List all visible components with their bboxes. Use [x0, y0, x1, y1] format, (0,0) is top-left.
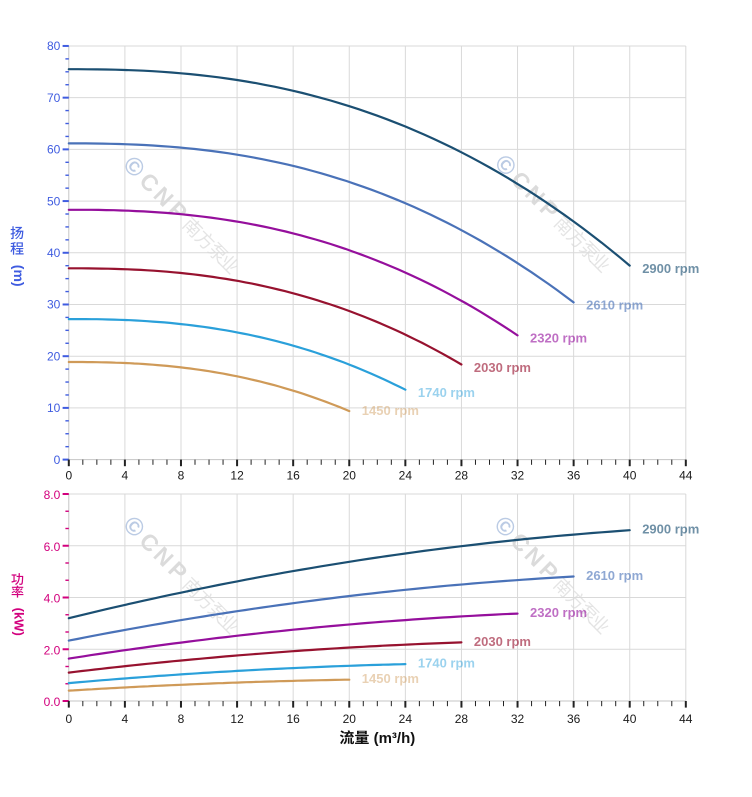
svg-text:28: 28: [455, 469, 469, 483]
svg-text:(kW): (kW): [12, 608, 27, 636]
svg-text:12: 12: [230, 712, 244, 726]
svg-text:44: 44: [679, 469, 693, 483]
svg-text:24: 24: [399, 469, 413, 483]
svg-text:6.0: 6.0: [44, 540, 61, 554]
svg-text:2.0: 2.0: [44, 643, 61, 657]
svg-text:4.0: 4.0: [44, 592, 61, 606]
svg-text:60: 60: [47, 143, 61, 157]
svg-text:30: 30: [47, 298, 61, 312]
svg-text:20: 20: [47, 349, 61, 363]
svg-text:8: 8: [178, 712, 185, 726]
svg-text:1740 rpm: 1740 rpm: [418, 385, 475, 400]
svg-text:36: 36: [567, 469, 581, 483]
svg-text:44: 44: [679, 712, 693, 726]
svg-text:4: 4: [122, 469, 129, 483]
svg-text:16: 16: [286, 712, 300, 726]
svg-text:24: 24: [399, 712, 413, 726]
svg-text:12: 12: [230, 469, 244, 483]
svg-text:36: 36: [567, 712, 581, 726]
svg-text:16: 16: [286, 469, 300, 483]
svg-text:0: 0: [65, 469, 72, 483]
svg-text:32: 32: [511, 469, 525, 483]
svg-text:1450 rpm: 1450 rpm: [362, 403, 419, 418]
svg-text:4: 4: [122, 712, 129, 726]
svg-text:2610 rpm: 2610 rpm: [586, 298, 643, 313]
svg-text:(m³/h): (m³/h): [374, 730, 416, 747]
svg-text:32: 32: [511, 712, 525, 726]
svg-text:0.0: 0.0: [44, 695, 61, 709]
svg-text:1740 rpm: 1740 rpm: [418, 656, 475, 671]
svg-text:40: 40: [623, 469, 637, 483]
svg-text:2030 rpm: 2030 rpm: [474, 634, 531, 649]
svg-text:2610 rpm: 2610 rpm: [586, 568, 643, 583]
svg-text:50: 50: [47, 194, 61, 208]
svg-text:8.0: 8.0: [44, 488, 61, 502]
svg-text:8: 8: [178, 469, 185, 483]
svg-text:1450 rpm: 1450 rpm: [362, 671, 419, 686]
svg-text:0: 0: [65, 712, 72, 726]
svg-text:20: 20: [343, 469, 357, 483]
svg-text:(m): (m): [11, 265, 27, 287]
svg-text:40: 40: [623, 712, 637, 726]
svg-text:2900 rpm: 2900 rpm: [642, 261, 699, 276]
svg-text:10: 10: [47, 401, 61, 415]
svg-text:2320 rpm: 2320 rpm: [530, 605, 587, 620]
svg-text:2030 rpm: 2030 rpm: [474, 360, 531, 375]
svg-text:2320 rpm: 2320 rpm: [530, 331, 587, 346]
svg-text:80: 80: [47, 39, 61, 53]
svg-text:20: 20: [343, 712, 357, 726]
svg-text:40: 40: [47, 246, 61, 260]
svg-text:0: 0: [54, 453, 61, 467]
svg-text:70: 70: [47, 91, 61, 105]
svg-text:28: 28: [455, 712, 469, 726]
svg-text:2900 rpm: 2900 rpm: [642, 522, 699, 537]
